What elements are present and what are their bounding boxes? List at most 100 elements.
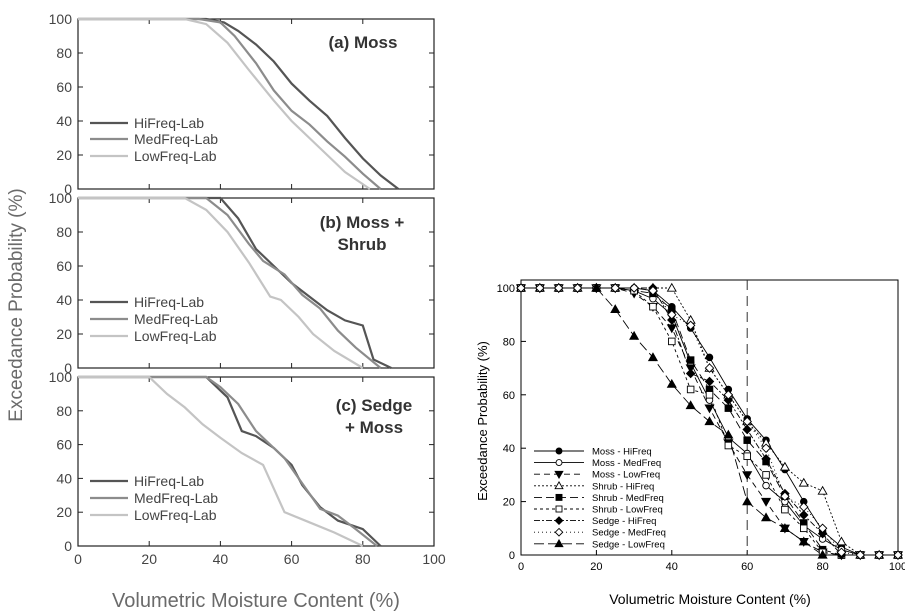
data-point	[554, 480, 564, 490]
x-tick-label: 60	[284, 551, 300, 567]
left-y-axis-label: Exceedance Probability (%)	[6, 188, 27, 421]
series-line	[521, 287, 898, 556]
y-tick-label: 0	[64, 360, 72, 376]
y-tick-label: 100	[49, 11, 73, 27]
data-point	[800, 524, 808, 533]
panel-title: (c) Sedge + Moss	[336, 396, 413, 437]
legend-label: Sedge - LowFreq	[592, 539, 665, 550]
legend-label: Shrub - HiFreq	[592, 481, 654, 492]
series-line	[78, 375, 378, 547]
data-point	[836, 536, 847, 546]
data-point	[742, 471, 753, 481]
data-point	[705, 353, 714, 362]
data-point	[610, 304, 621, 314]
data-point	[555, 447, 563, 455]
plot-frame	[77, 197, 435, 369]
panel-sedge-moss: 0 20 40 60 80 100 0 20 40 60 80 100 HiFreq-LabMedFre…	[49, 369, 446, 567]
y-tick-label: 20	[503, 497, 515, 509]
data-point	[723, 429, 734, 439]
data-point	[798, 477, 809, 487]
legend-label: LowFreq-Lab	[134, 148, 217, 164]
y-tick-label: 20	[56, 504, 72, 520]
data-point	[762, 471, 770, 479]
legend-label: HiFreq-Lab	[134, 294, 204, 310]
y-tick-label: 40	[56, 113, 72, 129]
data-point	[817, 528, 828, 539]
data-point	[836, 547, 847, 558]
data-point	[667, 315, 677, 325]
data-point	[685, 364, 696, 374]
series-line	[78, 375, 364, 547]
data-point	[668, 337, 676, 346]
data-point	[704, 416, 715, 426]
y-tick-label: 60	[56, 437, 72, 453]
data-point	[666, 324, 677, 334]
panel-moss-shrub: 0 20 40 60 80 100 HiFreq-LabMedFreq-LabLowFreq…	[49, 190, 435, 376]
data-point	[762, 481, 770, 490]
legend-label: Shrub - LowFreq	[592, 505, 663, 516]
plot-frame	[77, 376, 435, 547]
data-point	[874, 550, 884, 560]
plot-frame	[77, 18, 435, 190]
data-point	[554, 538, 564, 548]
data-point	[798, 536, 809, 546]
data-point	[761, 443, 771, 453]
data-point	[893, 550, 903, 560]
data-point	[723, 395, 734, 405]
y-tick-label: 0	[509, 550, 515, 562]
data-point	[686, 356, 695, 364]
data-point	[686, 385, 695, 394]
data-point	[761, 454, 771, 464]
panel-title-line: (c) Sedge	[336, 396, 413, 415]
legend-label: HiFreq-Lab	[134, 115, 204, 131]
data-point	[760, 512, 772, 522]
y-tick-label: 40	[56, 470, 72, 486]
legend-label: LowFreq-Lab	[134, 328, 217, 344]
data-point	[554, 527, 564, 537]
right-x-axis-label: Volumetric Moisture Content (%)	[609, 591, 811, 607]
data-point	[666, 378, 677, 388]
data-point	[553, 283, 564, 293]
data-point	[647, 352, 659, 362]
y-tick-label: 40	[56, 292, 72, 308]
data-point	[855, 550, 866, 560]
data-point	[591, 282, 602, 292]
data-point	[817, 485, 828, 495]
data-point	[685, 368, 696, 379]
data-point	[743, 452, 751, 460]
data-point	[704, 376, 715, 387]
data-point	[516, 283, 526, 293]
data-point	[555, 459, 563, 467]
y-tick-label: 80	[56, 45, 72, 61]
x-tick-label: 40	[666, 561, 678, 573]
legend-label: Sedge - MedFreq	[592, 528, 666, 539]
series-line	[78, 17, 400, 190]
legend-label: Sedge - HiFreq	[592, 516, 656, 527]
series-line	[78, 17, 382, 190]
y-tick-label: 80	[56, 224, 72, 240]
x-tick-label: 20	[590, 561, 602, 573]
data-point	[704, 404, 715, 414]
data-point	[685, 320, 696, 331]
panel-title-line: (b) Moss +	[320, 213, 405, 232]
series-line	[78, 17, 371, 190]
x-tick-label: 100	[422, 551, 446, 567]
x-tick-label: 20	[141, 551, 157, 567]
y-tick-label: 60	[503, 390, 515, 402]
panel-title: (b) Moss + Shrub	[320, 213, 405, 254]
data-point	[742, 416, 752, 427]
data-point	[629, 330, 640, 340]
data-point	[760, 497, 772, 507]
y-tick-label: 60	[56, 79, 72, 95]
data-point	[572, 283, 583, 293]
legend-label: Moss - HiFreq	[592, 447, 652, 458]
data-point	[779, 461, 790, 471]
y-tick-label: 100	[49, 190, 73, 206]
data-point	[817, 523, 828, 534]
data-point	[648, 285, 658, 296]
left-figure: 020406080100HiFreq-LabMedFreq-LabLowFreq…	[6, 11, 446, 612]
y-tick-label: 20	[56, 326, 72, 342]
plot-frame	[520, 279, 899, 556]
